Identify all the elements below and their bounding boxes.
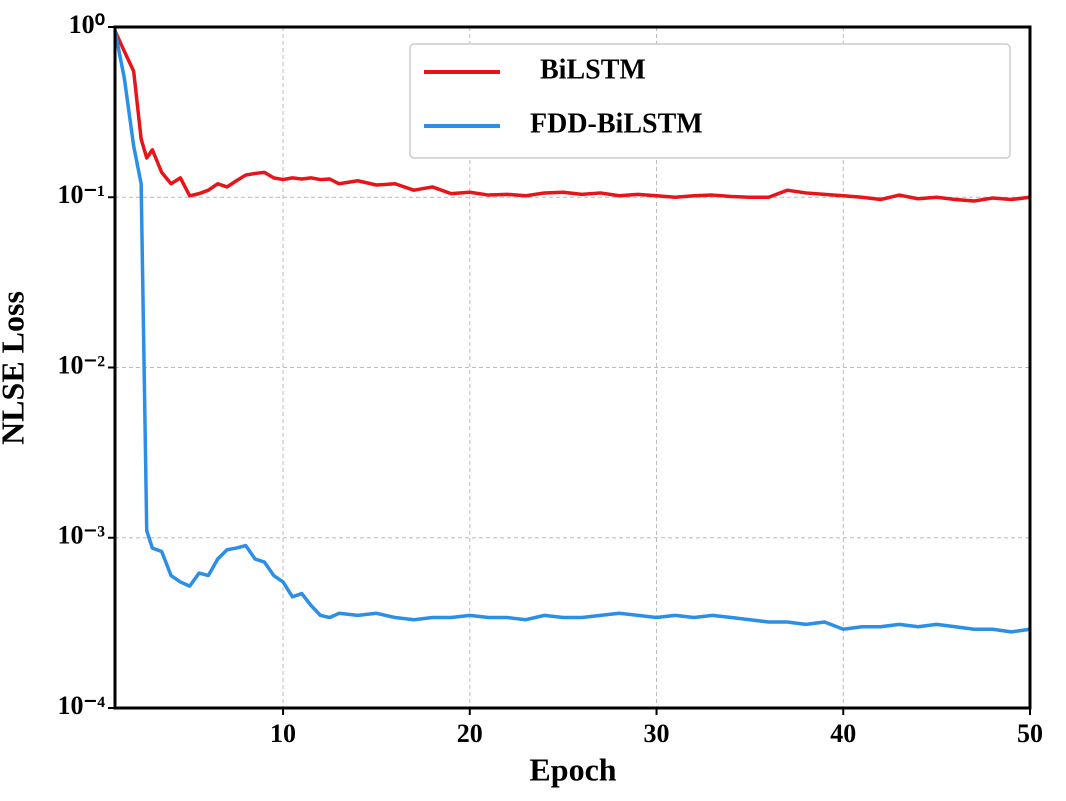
y-tick-label: 10⁰ — [69, 10, 105, 39]
x-tick-label: 20 — [457, 719, 483, 748]
x-tick-label: 10 — [270, 719, 296, 748]
line-series — [113, 30, 1031, 634]
y-tick-label: 10⁻¹ — [57, 180, 105, 209]
x-tick-label: 30 — [644, 719, 670, 748]
legend-box — [409, 43, 1011, 159]
x-axis-label: Epoch — [529, 751, 616, 787]
x-tick-label: 40 — [830, 719, 856, 748]
legend-label: BiLSTM — [540, 54, 646, 85]
legend-label: FDD-BiLSTM — [530, 108, 703, 139]
y-tick-label: 10⁻⁴ — [57, 691, 105, 720]
plot-frame — [113, 25, 1032, 710]
y-tick-label: 10⁻² — [57, 350, 105, 379]
x-tick-label: 50 — [1017, 719, 1043, 748]
y-axis-label: NLSE Loss — [0, 291, 30, 445]
line-series — [113, 30, 1031, 203]
y-tick-label: 10⁻³ — [57, 521, 105, 550]
